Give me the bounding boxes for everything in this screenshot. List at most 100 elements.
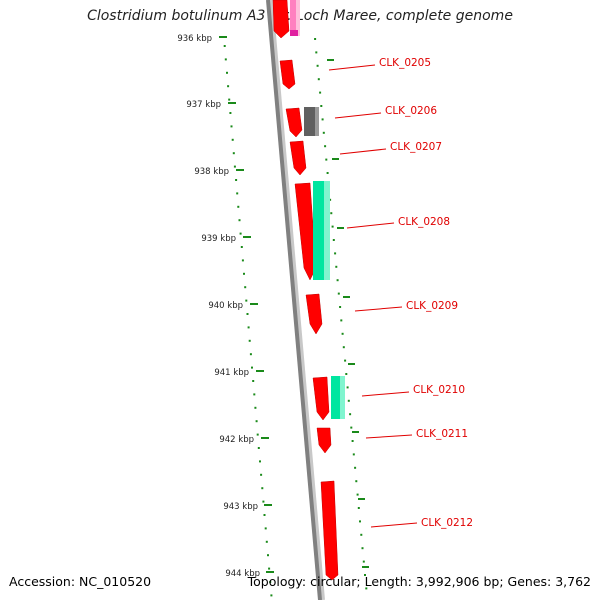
track-dot	[241, 259, 244, 262]
tick-943: 943 kbp	[223, 502, 272, 512]
track-dash	[348, 363, 355, 365]
track-dot	[268, 567, 271, 570]
track-dot	[315, 51, 318, 54]
track-dot	[269, 581, 272, 583]
track-dot	[342, 346, 345, 349]
track-dot	[357, 507, 360, 509]
track-dot	[224, 58, 227, 61]
tick-942: 942 kbp	[219, 435, 269, 445]
track-dot	[253, 393, 256, 396]
track-dot	[335, 265, 338, 268]
tick-label: 940 kbp	[208, 301, 243, 311]
track-dot	[356, 493, 359, 496]
gene-label[interactable]: CLK_0209	[406, 300, 458, 312]
track-dot	[238, 219, 241, 222]
label-clk-0208: CLK_0208	[346, 216, 450, 229]
track-dot	[365, 587, 368, 590]
track-dot	[246, 313, 249, 315]
track-dot	[321, 118, 324, 121]
track-dot	[314, 38, 317, 40]
gene-arrow-clk-0212[interactable]	[320, 480, 339, 581]
feature-green-light-clk-0208[interactable]	[324, 181, 330, 280]
track-dot	[223, 45, 226, 47]
track-dot	[344, 359, 347, 362]
track-dot	[249, 353, 252, 356]
tick-941: 941 kbp	[214, 368, 264, 378]
track-dot	[255, 420, 258, 423]
tick-938: 938 kbp	[194, 167, 244, 177]
track-dot	[364, 574, 366, 576]
track-dot	[254, 406, 257, 409]
gene-arrow-clk-0206[interactable]	[285, 107, 303, 138]
track-dot	[262, 500, 265, 503]
track-dot	[329, 198, 332, 201]
gene-label[interactable]: CLK_0205	[379, 57, 431, 69]
gene-arrow-clk-0209[interactable]	[305, 293, 323, 335]
track-dot	[257, 447, 260, 449]
track-dot	[264, 527, 267, 530]
tick-936: 936 kbp	[177, 34, 227, 44]
track-dot	[240, 246, 243, 248]
feature-green-light-clk-0210[interactable]	[340, 376, 345, 419]
label-clk-0207: CLK_0207	[339, 141, 442, 155]
gene-arrow-top[interactable]	[272, 0, 290, 39]
track-dash	[358, 498, 365, 500]
track-dot	[244, 286, 247, 289]
feature-pink-light-top[interactable]	[296, 0, 300, 36]
track-dot	[317, 78, 320, 81]
track-dash	[362, 566, 369, 568]
track-dot	[349, 413, 352, 416]
feature-magenta-top[interactable]	[290, 30, 298, 36]
track-dot	[337, 292, 340, 295]
track-dot	[354, 466, 357, 469]
track-dot	[334, 252, 337, 255]
tick-944: 944 kbp	[225, 569, 274, 579]
track-dot	[331, 225, 334, 228]
track-dot	[330, 212, 333, 215]
tick-label: 937 kbp	[186, 100, 221, 110]
gene-label[interactable]: CLK_0208	[398, 216, 450, 228]
gene-label[interactable]: CLK_0207	[390, 141, 442, 153]
tick-label: 939 kbp	[201, 234, 236, 244]
genome-backbone	[266, 0, 322, 600]
track-dot	[227, 85, 230, 88]
track-dot	[339, 306, 342, 308]
track-dot	[236, 192, 239, 195]
track-dot	[319, 91, 322, 94]
tick-940: 940 kbp	[208, 301, 258, 311]
track-dot	[316, 64, 319, 67]
track-dot	[325, 158, 328, 161]
track-dot	[237, 205, 240, 208]
track-dot	[326, 172, 329, 174]
accession-text: Accession: NC_010520	[9, 574, 152, 589]
track-dot	[243, 272, 245, 275]
tick-label: 944 kbp	[225, 569, 260, 579]
gene-arrow-clk-0210[interactable]	[312, 376, 330, 421]
track-dot	[231, 138, 234, 141]
track-dot	[341, 332, 344, 335]
gene-arrow-clk-0208[interactable]	[294, 182, 317, 281]
gene-label[interactable]: CLK_0210	[413, 384, 465, 396]
label-clk-0212: CLK_0212	[370, 517, 473, 529]
gene-label[interactable]: CLK_0212	[421, 517, 473, 529]
track-dot	[324, 145, 327, 148]
feature-pink-top[interactable]	[290, 0, 296, 36]
track-dot	[232, 152, 235, 155]
dotted-tracks	[223, 38, 369, 597]
genome-stats-text: Topology: circular; Length: 3,992,906 bp…	[247, 574, 591, 589]
track-dot	[228, 98, 231, 101]
track-dot	[351, 440, 354, 442]
track-dot	[362, 560, 365, 563]
track-dot	[239, 232, 242, 235]
track-dot	[355, 480, 358, 483]
gene-arrow-clk-0205[interactable]	[279, 59, 296, 90]
gene-label[interactable]: CLK_0211	[416, 428, 468, 440]
track-dot	[320, 105, 323, 107]
gene-label[interactable]: CLK_0206	[385, 105, 437, 117]
gene-arrow-clk-0211[interactable]	[316, 427, 332, 454]
feature-gray-light-clk-0206[interactable]	[315, 107, 319, 136]
gene-arrow-clk-0207[interactable]	[289, 140, 307, 176]
track-dot	[260, 473, 263, 476]
track-dot	[270, 594, 273, 597]
